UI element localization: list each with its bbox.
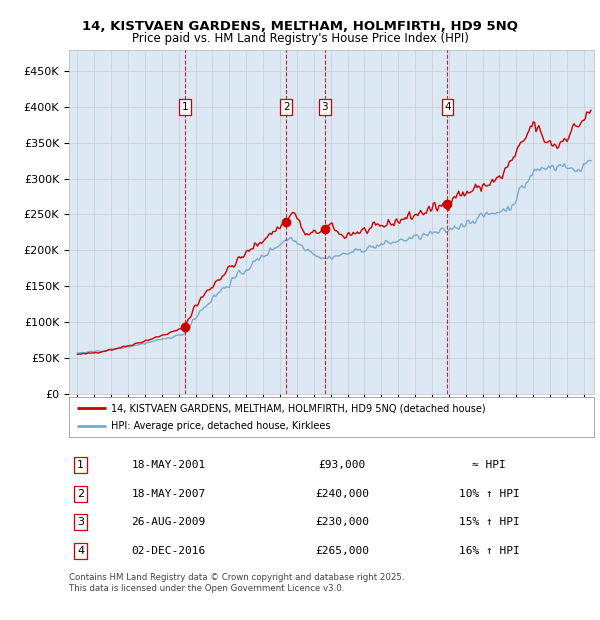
Text: 2: 2: [283, 102, 290, 112]
Text: 18-MAY-2001: 18-MAY-2001: [131, 460, 206, 470]
Text: HPI: Average price, detached house, Kirklees: HPI: Average price, detached house, Kirk…: [111, 421, 331, 432]
Text: Price paid vs. HM Land Registry's House Price Index (HPI): Price paid vs. HM Land Registry's House …: [131, 32, 469, 45]
Text: £265,000: £265,000: [315, 546, 369, 556]
Text: £230,000: £230,000: [315, 517, 369, 527]
Text: £240,000: £240,000: [315, 489, 369, 499]
Text: Contains HM Land Registry data © Crown copyright and database right 2025.
This d: Contains HM Land Registry data © Crown c…: [69, 574, 404, 593]
Text: 1: 1: [77, 460, 84, 470]
Text: 3: 3: [77, 517, 84, 527]
Text: 02-DEC-2016: 02-DEC-2016: [131, 546, 206, 556]
Text: 18-MAY-2007: 18-MAY-2007: [131, 489, 206, 499]
Text: 14, KISTVAEN GARDENS, MELTHAM, HOLMFIRTH, HD9 5NQ: 14, KISTVAEN GARDENS, MELTHAM, HOLMFIRTH…: [82, 20, 518, 33]
Text: 14, KISTVAEN GARDENS, MELTHAM, HOLMFIRTH, HD9 5NQ (detached house): 14, KISTVAEN GARDENS, MELTHAM, HOLMFIRTH…: [111, 403, 485, 413]
Text: 2: 2: [77, 489, 84, 499]
Text: 15% ↑ HPI: 15% ↑ HPI: [458, 517, 520, 527]
Text: 1: 1: [182, 102, 188, 112]
Text: 16% ↑ HPI: 16% ↑ HPI: [458, 546, 520, 556]
Text: £93,000: £93,000: [319, 460, 365, 470]
Text: 26-AUG-2009: 26-AUG-2009: [131, 517, 206, 527]
Text: 10% ↑ HPI: 10% ↑ HPI: [458, 489, 520, 499]
Text: ≈ HPI: ≈ HPI: [472, 460, 506, 470]
Text: 4: 4: [77, 546, 84, 556]
Text: 4: 4: [444, 102, 451, 112]
Text: 3: 3: [322, 102, 328, 112]
